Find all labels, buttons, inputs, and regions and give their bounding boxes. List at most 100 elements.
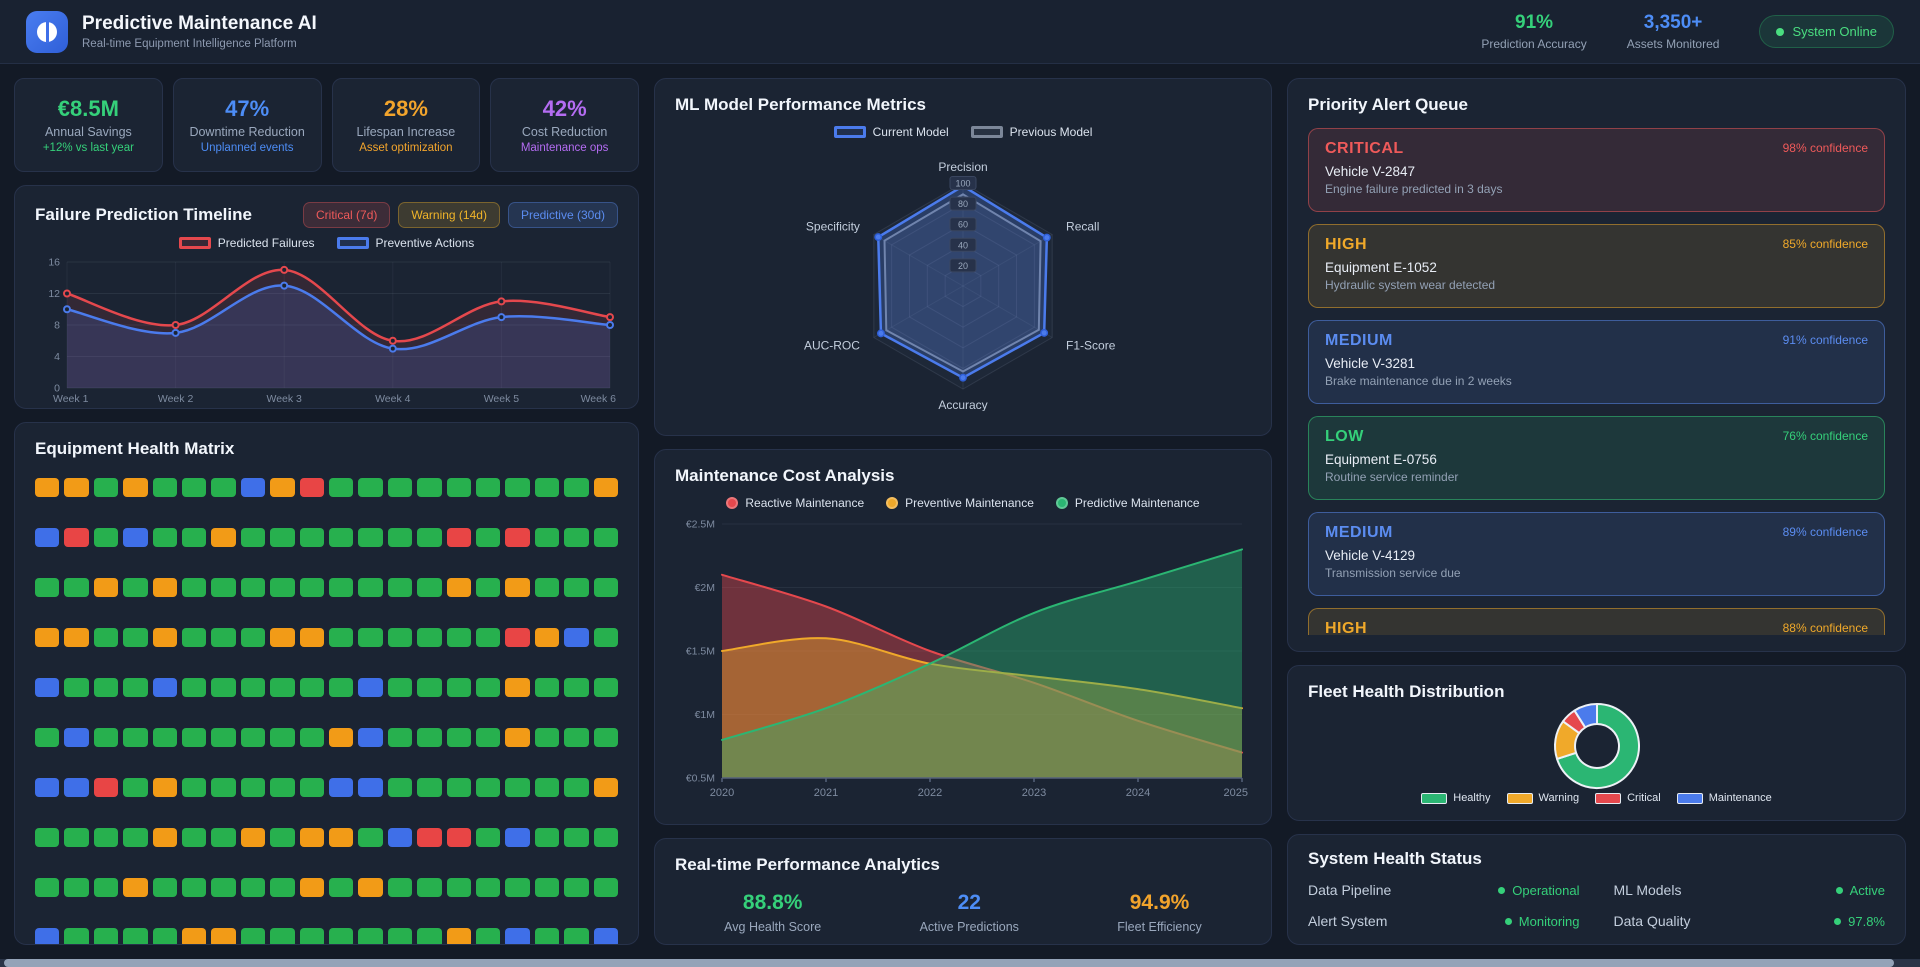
equipment-cell[interactable] [211,878,236,897]
equipment-cell[interactable] [475,528,501,547]
equipment-cell[interactable] [181,678,207,697]
equipment-cell[interactable] [593,778,618,797]
equipment-cell[interactable] [270,728,295,747]
equipment-cell[interactable] [564,528,589,547]
legend-item[interactable]: Reactive Maintenance [726,496,864,510]
equipment-cell[interactable] [446,878,471,897]
legend-item[interactable]: Preventive Actions [336,236,474,250]
legend-item[interactable]: Predicted Failures [178,236,315,250]
equipment-cell[interactable] [358,878,383,897]
equipment-cell[interactable] [387,578,413,597]
equipment-cell[interactable] [534,778,560,797]
equipment-cell[interactable] [328,528,354,547]
equipment-cell[interactable] [505,828,530,847]
equipment-cell[interactable] [446,928,471,944]
equipment-cell[interactable] [299,778,324,797]
equipment-cell[interactable] [270,828,295,847]
equipment-cell[interactable] [534,828,560,847]
equipment-cell[interactable] [299,828,324,847]
equipment-cell[interactable] [93,878,119,897]
equipment-cell[interactable] [358,578,383,597]
equipment-cell[interactable] [270,628,295,647]
equipment-cell[interactable] [152,928,177,944]
equipment-cell[interactable] [35,778,60,797]
alert-card[interactable]: HIGH 88% confidence [1308,608,1885,635]
alert-card[interactable]: MEDIUM 91% confidence Vehicle V-3281 Brake … [1308,320,1885,404]
equipment-cell[interactable] [240,528,266,547]
equipment-cell[interactable] [240,928,266,944]
equipment-cell[interactable] [64,728,89,747]
equipment-cell[interactable] [299,728,324,747]
equipment-cell[interactable] [123,928,148,944]
equipment-cell[interactable] [446,578,471,597]
equipment-cell[interactable] [240,578,266,597]
equipment-cell[interactable] [358,478,383,497]
equipment-cell[interactable] [123,878,148,897]
equipment-cell[interactable] [593,628,618,647]
equipment-cell[interactable] [505,928,530,944]
equipment-cell[interactable] [240,878,266,897]
equipment-cell[interactable] [358,778,383,797]
equipment-cell[interactable] [564,878,589,897]
equipment-cell[interactable] [417,778,442,797]
equipment-cell[interactable] [505,528,530,547]
equipment-cell[interactable] [387,828,413,847]
equipment-cell[interactable] [152,828,177,847]
equipment-cell[interactable] [564,728,589,747]
equipment-cell[interactable] [211,728,236,747]
equipment-cell[interactable] [270,678,295,697]
equipment-cell[interactable] [417,578,442,597]
equipment-cell[interactable] [593,928,618,944]
equipment-cell[interactable] [593,828,618,847]
equipment-cell[interactable] [181,528,207,547]
equipment-cell[interactable] [35,678,60,697]
equipment-cell[interactable] [328,628,354,647]
equipment-cell[interactable] [270,928,295,944]
alert-card[interactable]: MEDIUM 89% confidence Vehicle V-4129 Transm… [1308,512,1885,596]
equipment-cell[interactable] [64,478,89,497]
equipment-cell[interactable] [387,728,413,747]
equipment-cell[interactable] [534,678,560,697]
equipment-cell[interactable] [123,528,148,547]
equipment-cell[interactable] [358,678,383,697]
timeline-filter-button[interactable]: Warning (14d) [398,202,500,228]
equipment-cell[interactable] [358,528,383,547]
equipment-cell[interactable] [211,778,236,797]
equipment-cell[interactable] [534,478,560,497]
equipment-cell[interactable] [299,678,324,697]
equipment-cell[interactable] [93,528,119,547]
equipment-cell[interactable] [387,628,413,647]
fleet-legend-item[interactable]: Maintenance [1676,792,1772,804]
equipment-cell[interactable] [299,878,324,897]
equipment-cell[interactable] [358,728,383,747]
equipment-cell[interactable] [505,678,530,697]
equipment-cell[interactable] [93,478,119,497]
equipment-cell[interactable] [35,478,60,497]
equipment-cell[interactable] [417,828,442,847]
equipment-cell[interactable] [211,578,236,597]
equipment-cell[interactable] [534,528,560,547]
equipment-cell[interactable] [475,578,501,597]
equipment-cell[interactable] [505,878,530,897]
equipment-cell[interactable] [475,478,501,497]
equipment-cell[interactable] [211,478,236,497]
equipment-cell[interactable] [534,578,560,597]
equipment-cell[interactable] [534,878,560,897]
equipment-cell[interactable] [93,578,119,597]
equipment-cell[interactable] [505,628,530,647]
equipment-cell[interactable] [505,578,530,597]
equipment-cell[interactable] [181,628,207,647]
equipment-cell[interactable] [211,678,236,697]
equipment-cell[interactable] [270,778,295,797]
equipment-cell[interactable] [387,778,413,797]
equipment-cell[interactable] [211,528,236,547]
equipment-cell[interactable] [328,478,354,497]
equipment-cell[interactable] [240,678,266,697]
equipment-cell[interactable] [270,478,295,497]
timeline-filter-button[interactable]: Predictive (30d) [507,202,618,228]
fleet-legend-item[interactable]: Critical [1595,792,1661,804]
equipment-cell[interactable] [328,778,354,797]
equipment-cell[interactable] [35,828,60,847]
equipment-cell[interactable] [475,778,501,797]
legend-item[interactable]: Current Model [833,125,949,139]
